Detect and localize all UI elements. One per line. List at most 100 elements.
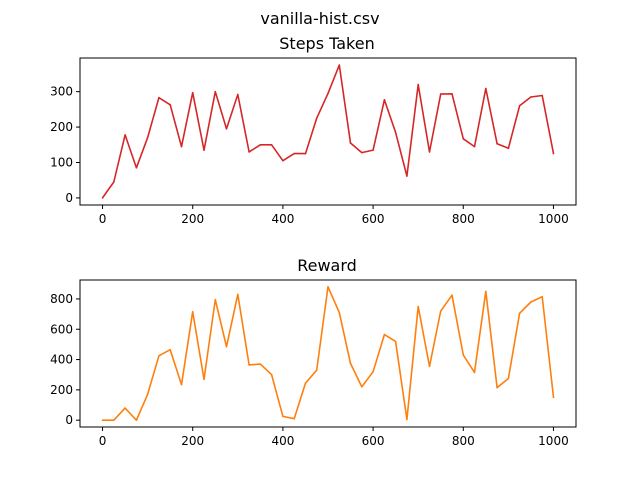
data-point <box>248 151 250 153</box>
data-point <box>146 393 149 396</box>
data-point <box>451 93 453 95</box>
data-point <box>541 295 543 298</box>
y-tick-label: 800 <box>50 292 73 306</box>
data-point <box>180 145 183 148</box>
data-point <box>518 312 521 315</box>
x-tick-label: 800 <box>452 212 475 226</box>
chart-steps-taken: Steps Taken 0 200 400 600 800 1000 0 100 200 300 <box>50 34 577 226</box>
axis-ticks-reward: 0 200 400 600 800 1000 0 200 400 600 800 <box>50 292 569 448</box>
data-point <box>270 373 273 376</box>
data-point <box>507 147 510 150</box>
data-point <box>372 149 374 151</box>
axis-ticks-steps-taken: 0 200 400 600 800 1000 0 100 200 300 <box>50 85 569 226</box>
data-point <box>439 93 442 95</box>
data-point <box>406 175 408 177</box>
data-point <box>203 149 205 151</box>
data-point <box>530 301 532 303</box>
y-tick-label: 0 <box>65 191 73 205</box>
x-tick-label: 600 <box>362 212 385 226</box>
data-point <box>518 105 521 107</box>
x-tick-label: 400 <box>271 434 294 448</box>
data-point <box>135 167 138 169</box>
data-point <box>451 294 453 297</box>
data-point <box>383 333 386 336</box>
data-point <box>203 378 205 381</box>
data-point <box>327 92 329 95</box>
data-point <box>146 136 149 139</box>
data-point <box>248 364 250 366</box>
data-point <box>315 369 318 372</box>
y-tick-label: 100 <box>50 155 73 169</box>
data-point <box>485 290 487 293</box>
data-point <box>406 418 408 421</box>
figure-suptitle: vanilla-hist.csv <box>260 9 379 28</box>
data-point <box>552 152 555 155</box>
data-point <box>383 99 386 101</box>
data-point <box>372 370 374 373</box>
data-point <box>191 311 194 313</box>
data-point <box>462 354 465 356</box>
x-tick-label: 1000 <box>538 434 569 448</box>
series-line-steps-taken <box>101 64 555 199</box>
y-tick-label: 200 <box>50 120 73 134</box>
data-point <box>361 151 363 154</box>
data-point <box>158 355 160 357</box>
data-point <box>473 371 476 374</box>
x-tick-label: 200 <box>181 212 204 226</box>
data-point <box>315 117 318 119</box>
data-point <box>214 90 217 93</box>
data-point <box>417 83 420 86</box>
y-tick-label: 300 <box>50 85 73 99</box>
data-point <box>552 396 555 399</box>
data-point <box>428 365 431 368</box>
data-points-steps-taken <box>101 64 555 199</box>
data-point <box>361 386 363 388</box>
data-point <box>338 311 341 314</box>
plot-frame-reward <box>79 279 577 428</box>
data-point <box>135 419 138 422</box>
x-tick-label: 0 <box>99 434 107 448</box>
data-point <box>259 144 262 146</box>
data-point <box>439 310 442 312</box>
data-point <box>214 298 217 301</box>
data-point <box>237 293 239 296</box>
data-point <box>496 142 498 145</box>
data-point <box>225 345 228 348</box>
data-point <box>124 134 126 136</box>
data-point <box>270 144 273 146</box>
data-point <box>101 419 104 422</box>
y-tick-label: 0 <box>65 413 73 427</box>
data-point <box>237 93 239 96</box>
x-tick-label: 600 <box>362 434 385 448</box>
data-point <box>158 96 160 99</box>
data-point <box>293 152 296 155</box>
x-tick-label: 200 <box>181 434 204 448</box>
chart-reward: Reward 0 200 400 600 800 1000 0 200 400 600 800 <box>50 256 577 448</box>
x-tick-label: 0 <box>99 212 107 226</box>
data-point <box>225 128 228 130</box>
data-point <box>169 348 171 351</box>
data-point <box>101 197 104 199</box>
x-tick-label: 400 <box>271 212 294 226</box>
data-point <box>473 145 476 148</box>
y-tick-label: 200 <box>50 383 73 397</box>
data-point <box>428 151 431 153</box>
chart-title-reward: Reward <box>297 256 357 275</box>
data-point <box>349 142 352 144</box>
data-point <box>169 104 171 106</box>
data-point <box>338 64 341 66</box>
data-point <box>417 305 420 308</box>
data-points-reward <box>101 286 555 422</box>
data-point <box>304 152 307 155</box>
y-tick-label: 600 <box>50 322 73 336</box>
y-tick-label: 400 <box>50 353 73 367</box>
data-point <box>530 96 532 98</box>
data-point <box>191 91 194 94</box>
data-point <box>124 407 126 409</box>
data-point <box>259 363 262 365</box>
x-tick-label: 800 <box>452 434 475 448</box>
data-point <box>304 382 307 384</box>
data-point <box>349 362 352 365</box>
data-point <box>541 94 543 97</box>
